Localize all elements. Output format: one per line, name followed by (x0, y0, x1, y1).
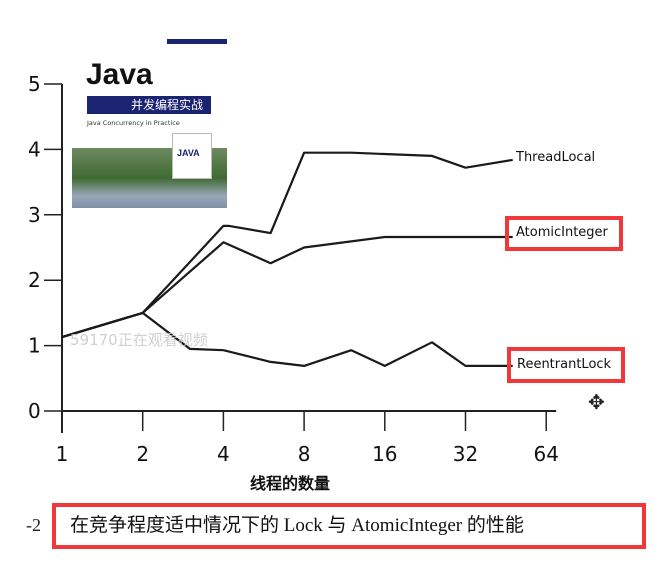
y-tick-label: 5 (28, 72, 41, 96)
x-tick-label: 2 (136, 442, 149, 466)
cover-inset-text: JAVA (177, 148, 200, 158)
move-cursor-icon: ✥ (588, 390, 605, 414)
cover-inset: JAVA (172, 133, 212, 179)
series-label-threadlocal: ThreadLocal (516, 150, 596, 165)
x-tick-label: 64 (533, 442, 558, 466)
y-tick-label: 0 (28, 399, 41, 423)
cover-subtitle-cn: 并发编程实战 (87, 96, 211, 114)
x-tick-label: 8 (298, 442, 311, 466)
x-tick-label: 4 (217, 442, 230, 466)
highlight-box-reentrantlock (507, 347, 625, 383)
y-tick-label: 3 (28, 203, 41, 227)
cover-subtitle-en: Java Concurrency in Practice (87, 119, 180, 127)
viewer-count-watermark: 59170正在观看视频 (70, 331, 208, 349)
cover-title: Java (86, 58, 153, 91)
series-line-threadlocal (61, 151, 513, 339)
figure-caption: 在竞争程度适中情况下的 Lock 与 AtomicInteger 的性能 (52, 503, 646, 549)
y-tick-label: 2 (28, 268, 41, 292)
x-tick-label: 32 (453, 442, 478, 466)
x-tick-label: 16 (372, 442, 397, 466)
y-tick-label: 4 (28, 137, 41, 161)
series-label-reentrantlock: ReentrantLock (517, 357, 612, 372)
series-line-atomicinteger (61, 235, 513, 339)
y-tick-label: 1 (28, 334, 41, 358)
x-axis-label: 线程的数量 (250, 474, 331, 493)
series-line-reentrantlock (61, 311, 513, 367)
x-tick-label: 1 (56, 442, 69, 466)
cover-series-bar (167, 39, 227, 44)
series-label-atomicinteger: AtomicInteger (516, 225, 608, 240)
figure-number: -2 (26, 515, 41, 535)
book-cover-image: Java 并发编程实战 Java Concurrency in Practice… (72, 38, 227, 208)
highlight-box-atomicinteger (505, 216, 623, 251)
